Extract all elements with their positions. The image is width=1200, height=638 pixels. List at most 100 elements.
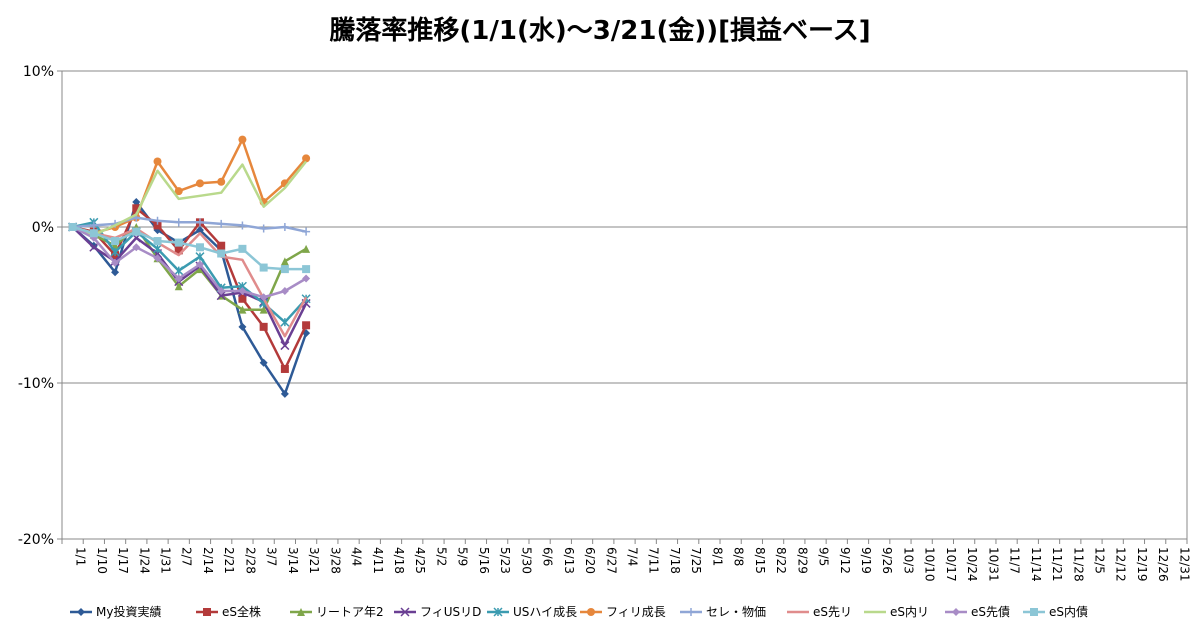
data-point-s11: [238, 244, 247, 253]
x-tick-label: 1/10: [95, 547, 109, 574]
data-point-s11: [174, 238, 183, 247]
x-tick-label: 5/23: [498, 547, 512, 574]
data-point-s7: [259, 224, 268, 233]
x-tick-label: 1/17: [116, 547, 130, 574]
data-point-s10: [174, 274, 183, 283]
legend-marker-5: [493, 607, 503, 617]
x-tick-label: 9/5: [817, 547, 831, 566]
data-point-s11: [217, 249, 226, 258]
legend-marker-7: [687, 608, 695, 616]
data-point-s10: [259, 293, 268, 302]
x-tick-label: 12/26: [1156, 547, 1170, 582]
legend-label-5: USハイ成長: [513, 605, 577, 619]
x-tick-label: 7/25: [689, 547, 703, 574]
data-point-s5: [195, 252, 205, 262]
data-point-s1: [132, 198, 141, 207]
data-point-s1: [259, 358, 268, 367]
data-point-s7: [174, 218, 183, 227]
x-tick-label: 6/13: [562, 547, 576, 574]
plot-area: [61, 70, 1188, 540]
chart-title: 騰落率推移(1/1(水)〜3/21(金))[損益ベース]: [329, 16, 871, 46]
legend-marker-2: [203, 608, 211, 616]
x-tick-label: 9/12: [838, 547, 852, 574]
data-point-s6: [238, 135, 247, 144]
data-point-s1: [280, 389, 289, 398]
y-tick-label: -20%: [18, 532, 54, 548]
x-tick-label: 1/31: [159, 547, 173, 574]
legend-label-6: フィリ成長: [606, 605, 666, 619]
data-point-s11: [132, 227, 141, 236]
data-point-s7: [89, 221, 98, 230]
x-tick-label: 8/15: [753, 547, 767, 574]
x-tick-label: 12/31: [1177, 547, 1191, 582]
x-tick-label: 11/21: [1050, 547, 1064, 582]
data-point-s4: [89, 242, 99, 252]
data-point-s10: [132, 243, 141, 252]
data-point-s2: [259, 322, 268, 331]
legend-label-10: eS先債: [971, 604, 1010, 619]
data-point-s11: [302, 265, 311, 274]
data-point-s4: [280, 341, 290, 351]
x-tick-label: 1/1: [74, 547, 88, 566]
x-tick-label: 8/1: [710, 547, 724, 566]
x-tick-label: 11/28: [1071, 547, 1085, 582]
x-tick-label: 4/25: [413, 547, 427, 574]
x-tick-label: 3/14: [286, 547, 300, 574]
data-point-s3: [280, 257, 289, 266]
data-point-s3: [259, 305, 268, 314]
data-point-s5: [174, 266, 184, 276]
x-tick-label: 3/21: [307, 547, 321, 574]
x-tick-label: 2/21: [222, 547, 236, 574]
data-point-s2: [238, 294, 247, 303]
x-tick-label: 3/7: [265, 547, 279, 566]
x-tick-label: 2/28: [243, 547, 257, 574]
data-point-s7: [217, 219, 226, 228]
x-tick-label: 12/12: [1114, 547, 1128, 582]
data-point-s2: [280, 364, 289, 373]
x-tick-label: 2/14: [201, 547, 215, 574]
x-tick-label: 4/4: [350, 547, 364, 566]
data-point-s10: [153, 254, 162, 263]
legend-marker-11: [1030, 608, 1038, 616]
y-tick-label: 10%: [23, 64, 54, 80]
data-point-s2: [132, 204, 141, 213]
data-point-s5: [110, 247, 120, 257]
data-point-s3: [302, 244, 311, 253]
data-point-s6: [302, 154, 311, 163]
data-point-s11: [111, 237, 120, 246]
data-point-s7: [302, 227, 311, 236]
legend-label-3: リートア年2: [316, 605, 384, 619]
series-line-9: [72, 160, 308, 237]
data-point-s7: [153, 216, 162, 225]
data-point-s6: [153, 157, 162, 166]
legend-marker-6: [587, 608, 595, 616]
data-point-s1: [195, 226, 204, 235]
x-tick-label: 5/9: [456, 547, 470, 566]
data-point-s10: [302, 274, 311, 283]
x-tick-label: 5/16: [477, 547, 491, 574]
series-line-10: [72, 225, 307, 299]
data-point-s10: [280, 286, 289, 295]
data-point-s1: [111, 268, 120, 277]
x-tick-label: 8/29: [795, 547, 809, 574]
x-tick-label: 11/7: [1008, 547, 1022, 574]
x-tick-label: 11/14: [1029, 547, 1043, 582]
y-tick-label: 0%: [32, 220, 54, 236]
data-point-s6: [195, 179, 204, 188]
data-point-s10: [195, 260, 204, 269]
x-tick-label: 7/4: [626, 547, 640, 566]
legend-label-4: フィUSリD: [420, 605, 481, 619]
x-tick-label: 4/18: [392, 547, 406, 574]
x-tick-label: 6/20: [583, 547, 597, 574]
data-point-s10: [217, 286, 226, 295]
data-point-s11: [89, 229, 98, 238]
x-tick-label: 10/31: [986, 547, 1000, 582]
data-point-s11: [259, 263, 268, 272]
data-point-s11: [68, 223, 77, 231]
x-tick-label: 9/19: [859, 547, 873, 574]
data-point-s7: [238, 221, 247, 230]
x-tick-label: 10/3: [901, 547, 915, 574]
x-tick-label: 10/10: [923, 547, 937, 582]
